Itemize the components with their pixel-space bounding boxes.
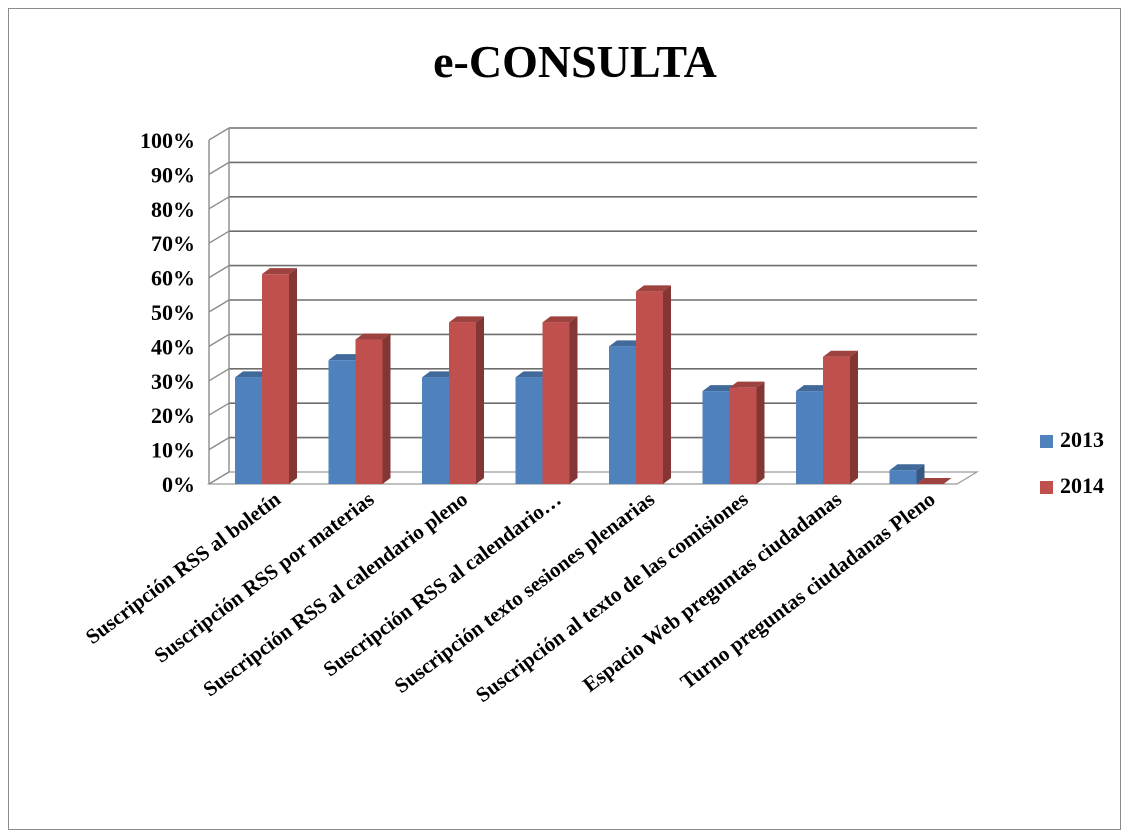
y-tick-label: 10% (151, 438, 195, 463)
bar-2013-7 (889, 464, 925, 484)
bar-side (289, 268, 297, 484)
bar-top (235, 371, 270, 378)
y-tick-label: 50% (151, 300, 195, 325)
y-tick-label: 80% (151, 197, 195, 222)
bar-top (262, 268, 297, 275)
bar-front (729, 387, 757, 484)
bar-top (889, 464, 925, 471)
bar-2014-6 (823, 350, 858, 484)
bar-front (636, 291, 663, 484)
bar-side (663, 285, 671, 484)
bar-2014-1 (355, 333, 391, 484)
bar-top (823, 350, 858, 357)
bar-2014-5 (729, 381, 765, 484)
y-tick-label: 40% (151, 334, 195, 359)
bar-front (422, 377, 449, 484)
bar-top (422, 371, 457, 378)
bar-front (235, 377, 262, 484)
y-tick-label: 60% (151, 266, 195, 291)
bar-front (355, 339, 383, 484)
side-wall-tick (208, 196, 230, 210)
bar-front (542, 322, 570, 484)
side-wall-tick (208, 230, 230, 244)
side-wall-tick (208, 368, 230, 382)
y-tick-label: 30% (151, 369, 195, 394)
side-wall-tick (208, 127, 230, 141)
side-wall-tick (208, 264, 230, 279)
legend-label: 2013 (1060, 427, 1104, 452)
side-wall-tick (208, 299, 230, 313)
legend-swatch (1040, 481, 1053, 494)
y-tick-label: 90% (151, 162, 195, 187)
bar-front (262, 274, 289, 484)
bar-side (850, 350, 858, 484)
side-wall-tick (208, 436, 230, 451)
bar-side (476, 316, 484, 484)
chart-title: e-CONSULTA (433, 36, 717, 87)
plot-floor (206, 471, 980, 485)
bar-side (382, 333, 391, 484)
bar-top (916, 478, 952, 484)
y-tick-label: 70% (151, 231, 195, 256)
side-wall-tick (208, 161, 230, 176)
bar-front (328, 360, 356, 484)
bar-2014-4 (636, 285, 671, 484)
side-wall-tick (208, 471, 230, 485)
bar-2014-0 (262, 268, 297, 484)
bar-top (702, 385, 738, 392)
side-wall-tick (208, 333, 230, 348)
side-wall-tick (208, 402, 230, 416)
bar-front (823, 356, 850, 484)
bar-top (449, 316, 484, 323)
bar-front (796, 391, 823, 484)
bar-2014-3 (542, 316, 578, 484)
bar-top (636, 285, 671, 292)
y-tick-label: 100% (140, 128, 195, 153)
bar-front (449, 322, 476, 484)
bar-top (796, 385, 831, 392)
legend-label: 2014 (1060, 473, 1104, 498)
y-tick-label: 0% (162, 472, 195, 497)
bar-side (569, 316, 578, 484)
bar-2013-1 (328, 354, 364, 484)
bar-side (916, 464, 925, 484)
y-tick-label: 20% (151, 403, 195, 428)
bar-top (515, 371, 551, 378)
bar-top (542, 316, 578, 323)
bar-side (756, 381, 765, 484)
bar-front (515, 377, 543, 484)
bar-front (889, 470, 917, 484)
bar-top (328, 354, 364, 361)
bar-front (702, 391, 730, 484)
bar-2014-7 (916, 478, 952, 484)
bar-front (609, 346, 636, 484)
bar-top (609, 340, 644, 347)
bar-top (729, 381, 765, 388)
bar-top (355, 333, 391, 340)
legend-swatch (1040, 435, 1053, 448)
bar-2014-2 (449, 316, 484, 484)
